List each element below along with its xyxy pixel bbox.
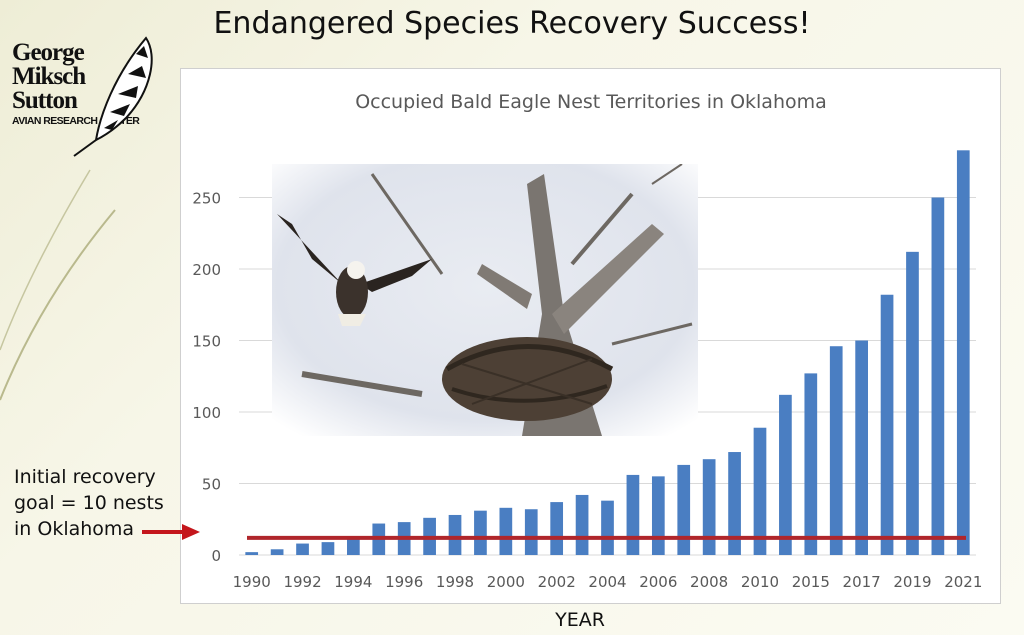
bar-2019 (906, 251, 919, 555)
feather-icon (73, 36, 153, 157)
y-tick-label: 0 (211, 547, 221, 565)
bar-2014 (779, 394, 792, 555)
bar-2000 (499, 507, 513, 555)
x-tick-label: 2008 (690, 573, 728, 591)
bar-2009 (728, 452, 741, 555)
y-tick-label: 250 (192, 190, 221, 208)
y-tick-label: 100 (192, 404, 221, 422)
recovery-goal-note: Initial recovery goal = 10 nests in Okla… (14, 464, 174, 542)
x-tick-labels: 1990 1992 1994 1996 1998 2000 2002 2004 2006 2008… (233, 573, 983, 591)
logo-line-1: George (12, 39, 85, 66)
x-tick-label: 1994 (334, 573, 372, 591)
slide-title: Endangered Species Recovery Success! (213, 6, 811, 41)
x-tick-label: 1998 (436, 573, 474, 591)
x-tick-label: 2004 (588, 573, 626, 591)
x-tick-label: 2021 (944, 573, 982, 591)
x-tick-label: 2015 (792, 573, 830, 591)
x-tick-label: 2017 (843, 573, 881, 591)
bar-1998 (448, 514, 462, 555)
bar-2002 (550, 502, 564, 555)
note-line-2: goal = 10 nests (14, 492, 164, 514)
x-tick-label: 2002 (538, 573, 576, 591)
bar-chart: 0 50 100 150 200 250 1990 1992 1994 1996 1998 2000… (192, 91, 983, 591)
x-tick-label: 2000 (487, 573, 525, 591)
logo-line-4: AVIAN RESEARCH CENTER (12, 115, 140, 127)
bars (245, 150, 970, 555)
x-tick-label: 2006 (639, 573, 677, 591)
bar-2020 (931, 197, 945, 555)
bar-1992 (296, 543, 309, 555)
bar-2016 (829, 346, 843, 555)
y-tick-label: 50 (202, 476, 221, 494)
bar-2005 (626, 474, 640, 555)
x-axis-title: YEAR (555, 609, 605, 631)
bar-1999 (474, 510, 487, 555)
bar-2001 (524, 509, 538, 555)
bar-1991 (270, 549, 284, 555)
chart-title: Occupied Bald Eagle Nest Territories in … (355, 91, 827, 113)
x-tick-label: 2010 (741, 573, 779, 591)
logo-line-2: Miksch (12, 63, 86, 90)
note-line-3: in Oklahoma (14, 518, 135, 540)
logo-line-3: Sutton (12, 87, 78, 114)
bar-2021 (956, 150, 970, 555)
bar-1990 (245, 552, 259, 555)
bar-2007 (677, 464, 691, 555)
x-tick-label: 1996 (385, 573, 423, 591)
goal-arrow-icon (142, 524, 200, 540)
bar-1994 (347, 536, 360, 555)
bar-1993 (321, 542, 335, 555)
x-tick-label: 2019 (893, 573, 931, 591)
eagle-nest-photo (272, 164, 698, 436)
bar-2008 (702, 459, 716, 555)
y-tick-label: 200 (192, 261, 221, 279)
bar-2006 (651, 476, 665, 555)
bar-2017 (855, 340, 868, 555)
bar-2015 (804, 373, 818, 555)
y-tick-labels: 0 50 100 150 200 250 (192, 190, 221, 566)
bar-2004 (601, 500, 614, 555)
grass-decoration (0, 169, 116, 401)
note-line-1: Initial recovery (14, 466, 156, 488)
sutton-center-logo: George Miksch Sutton AVIAN RESEARCH CENT… (8, 36, 158, 161)
y-tick-label: 150 (192, 333, 221, 351)
bar-2003 (575, 494, 589, 555)
x-tick-label: 1990 (233, 573, 271, 591)
bar-2010 (753, 427, 767, 555)
bar-2018 (880, 294, 894, 555)
x-tick-label: 1992 (283, 573, 321, 591)
